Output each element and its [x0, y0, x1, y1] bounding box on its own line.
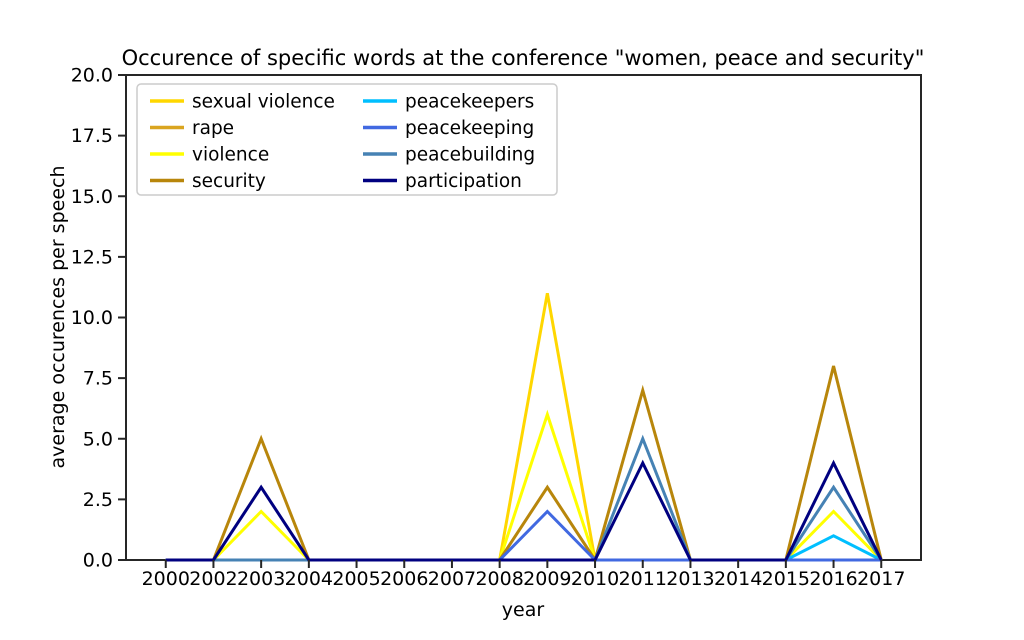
legend-label-peacekeepers: peacekeepers [405, 92, 534, 113]
y-tick-label: 7.5 [83, 368, 113, 390]
series-line-peacekeeping [165, 509, 882, 562]
series-line-peacebuilding [165, 434, 883, 562]
x-tick-label: 2011 [619, 568, 667, 590]
x-tick-label: 2016 [809, 568, 857, 590]
series-line-sexual-violence [165, 292, 882, 562]
y-tick-label: 15.0 [71, 186, 113, 208]
x-tick-label: 2003 [237, 568, 285, 590]
x-tick-label: 2013 [666, 568, 714, 590]
legend-label-sexual-violence: sexual violence [192, 92, 335, 113]
y-tick-label: 20.0 [71, 65, 113, 87]
legend-label-violence: violence [192, 145, 269, 166]
x-tick-label: 2009 [523, 568, 571, 590]
y-tick-label: 0.0 [83, 550, 113, 572]
x-tick-label: 2008 [475, 568, 523, 590]
x-tick-label: 2000 [142, 568, 190, 590]
y-tick-label: 10.0 [71, 307, 113, 329]
x-tick-label: 2004 [285, 568, 333, 590]
series-line-security [165, 365, 883, 564]
y-tick-label: 2.5 [83, 489, 113, 511]
legend: sexual violence rape violence security peace… [136, 83, 558, 196]
series-layer [165, 292, 883, 564]
series-line-participation [165, 459, 883, 562]
x-axis: 2000 2002 2003 2004 2005 2006 2007 2008 2009 2010… [142, 560, 905, 590]
y-tick-label: 12.5 [71, 246, 113, 268]
x-tick-label: 2015 [762, 568, 810, 590]
series-line-peacekeepers [165, 534, 882, 562]
x-tick-label: 2002 [189, 568, 237, 590]
y-tick-label: 5.0 [83, 428, 113, 450]
legend-label-participation: participation [405, 171, 522, 192]
y-axis: 0.0 2.5 5.0 7.5 10.0 12.5 15.0 17.5 20.0 [71, 65, 126, 572]
chart-title: Occurence of specific words at the confe… [122, 46, 925, 70]
legend-label-rape: rape [192, 118, 234, 139]
x-axis-label: year [502, 599, 545, 621]
series-line-violence [165, 409, 883, 562]
x-tick-label: 2010 [571, 568, 619, 590]
x-tick-label: 2005 [332, 568, 380, 590]
y-tick-label: 17.5 [71, 125, 113, 147]
x-tick-label: 2007 [428, 568, 476, 590]
legend-label-security: security [192, 171, 266, 192]
x-tick-label: 2017 [857, 568, 905, 590]
legend-label-peacekeeping: peacekeeping [405, 118, 534, 139]
legend-box [136, 83, 558, 196]
x-tick-label: 2014 [714, 568, 762, 590]
x-tick-label: 2006 [380, 568, 428, 590]
y-axis-label: average occurences per speech [47, 165, 69, 468]
legend-label-peacebuilding: peacebuilding [405, 145, 535, 166]
